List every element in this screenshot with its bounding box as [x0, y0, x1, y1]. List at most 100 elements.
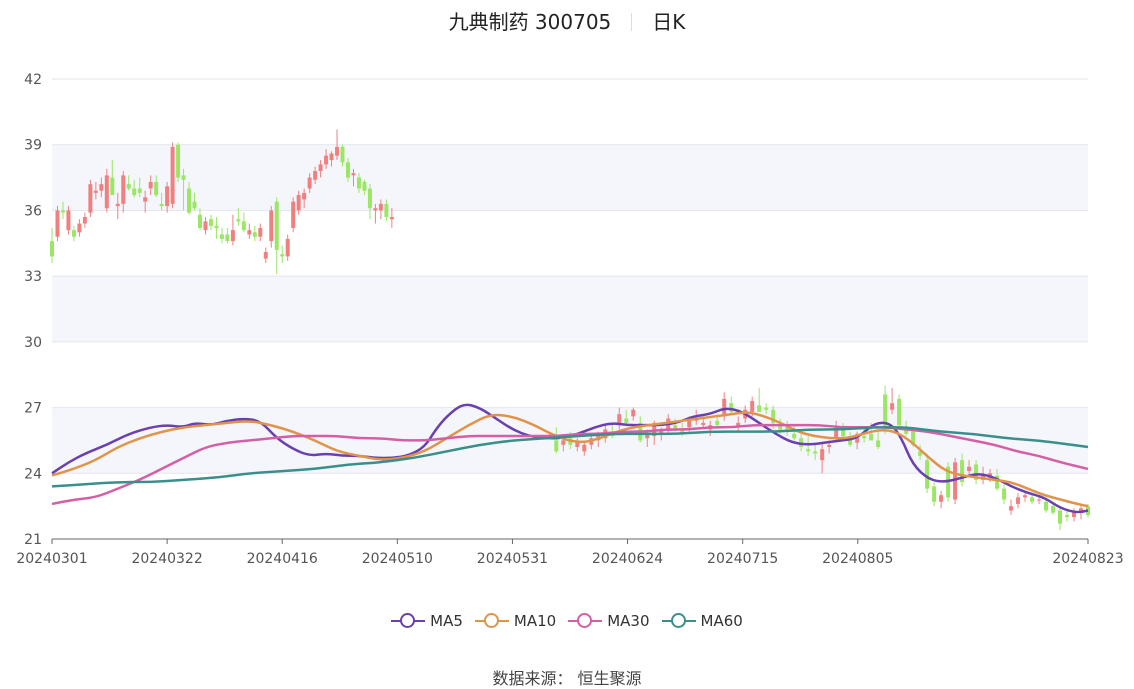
candle-body	[55, 210, 60, 237]
candle-body	[554, 440, 559, 452]
legend-label: MA60	[700, 612, 743, 630]
y-tick-label: 36	[24, 203, 42, 219]
legend-item-ma5[interactable]: MA5	[391, 612, 463, 630]
candle-body	[750, 401, 755, 412]
candle-body	[88, 184, 93, 213]
legend-label: MA10	[513, 612, 557, 630]
candle-body	[280, 254, 285, 257]
candle-body	[1044, 501, 1049, 511]
candle-body	[296, 195, 301, 211]
chart-header: 九典制药 300705 日K	[0, 6, 1134, 35]
candle-body	[778, 425, 783, 430]
candle-body	[582, 444, 587, 452]
candle-body	[137, 188, 142, 193]
x-tick-label: 20240301	[16, 551, 87, 567]
candle-body	[897, 398, 902, 426]
candle-body	[219, 234, 224, 239]
candle-body	[890, 403, 895, 410]
candle-body	[1030, 497, 1035, 502]
candle-body	[148, 181, 153, 189]
candle-body	[1065, 514, 1070, 518]
candle-body	[1037, 499, 1042, 501]
candle-body	[274, 201, 279, 250]
candle-body	[722, 398, 727, 415]
x-tick-label: 20240805	[822, 551, 893, 567]
candle-body	[170, 146, 175, 204]
data-source: 数据来源： 恒生聚源	[492, 669, 642, 688]
candle-body	[77, 223, 82, 233]
candle-body	[925, 460, 930, 489]
candle-body	[307, 177, 312, 189]
y-tick-label: 27	[24, 401, 42, 417]
candle-body	[939, 495, 944, 502]
candle-body	[617, 414, 622, 426]
candle-body	[841, 427, 846, 437]
grid-band	[52, 144, 1088, 211]
candle-body	[203, 221, 208, 231]
candle-body	[176, 144, 181, 178]
candle-body	[757, 405, 762, 412]
candlestick-chart: 21 24 27 30 33 36 39 42 20240301 20240322 20240416…	[16, 72, 1123, 567]
candle-body	[198, 214, 202, 228]
y-tick-label: 24	[24, 466, 42, 482]
candle-body	[291, 201, 296, 228]
candle-body	[187, 188, 192, 213]
candle-body	[771, 409, 776, 423]
candle-body	[715, 420, 720, 426]
x-tick-label: 20240823	[1052, 551, 1123, 567]
candle-body	[701, 422, 706, 426]
candle-body	[263, 252, 268, 259]
candle-body	[729, 403, 734, 412]
period-label: 日K	[652, 10, 686, 34]
candle-body	[561, 440, 566, 445]
candle-body	[624, 418, 629, 423]
grid-band	[52, 276, 1088, 342]
candle-body	[1016, 497, 1021, 504]
candle-body	[335, 146, 340, 156]
candle-body	[1072, 510, 1077, 518]
candle-body	[50, 241, 54, 257]
candle-body	[71, 230, 76, 237]
legend-marker	[391, 613, 426, 628]
candle-body	[241, 221, 246, 231]
candle-body	[362, 181, 367, 191]
legend-item-ma60[interactable]: MA60	[661, 612, 743, 630]
candle-body	[659, 429, 664, 434]
candle-body	[252, 232, 257, 237]
x-tick-label: 20240510	[362, 551, 433, 567]
y-tick-label: 21	[24, 532, 42, 548]
candle-body	[318, 164, 323, 171]
x-tick-label: 20240322	[131, 551, 202, 567]
candle-body	[208, 219, 213, 226]
legend-item-ma10[interactable]: MA10	[474, 612, 557, 630]
candle-body	[143, 197, 148, 202]
candle-body	[285, 238, 290, 257]
stock-name: 九典制药 300705	[448, 10, 612, 34]
ma-line-ma10	[51, 411, 1089, 508]
candle-body	[373, 208, 378, 211]
candle-body	[736, 422, 741, 428]
candle-body	[918, 451, 923, 456]
legend-marker	[661, 613, 696, 628]
candle-body	[110, 177, 115, 196]
candle-body	[192, 201, 197, 209]
candle-body	[1002, 488, 1007, 500]
candle-body	[384, 203, 389, 217]
candle-body	[792, 433, 797, 439]
x-tick-label: 20240416	[247, 551, 318, 567]
candle-body	[932, 486, 937, 502]
header-divider	[631, 13, 633, 31]
legend-label: MA5	[430, 612, 463, 630]
candle-body	[258, 227, 263, 237]
candle-body	[302, 192, 307, 200]
candle-body	[356, 177, 361, 189]
candle-body	[834, 427, 839, 439]
candle-body	[329, 153, 334, 161]
candle-body	[813, 451, 818, 454]
x-tick-label: 20240715	[707, 551, 778, 567]
legend-item-ma30[interactable]: MA30	[568, 612, 650, 630]
candle-body	[1023, 495, 1028, 498]
candle-body	[351, 173, 356, 176]
candle-body	[862, 436, 867, 439]
candle-body	[1058, 510, 1063, 524]
